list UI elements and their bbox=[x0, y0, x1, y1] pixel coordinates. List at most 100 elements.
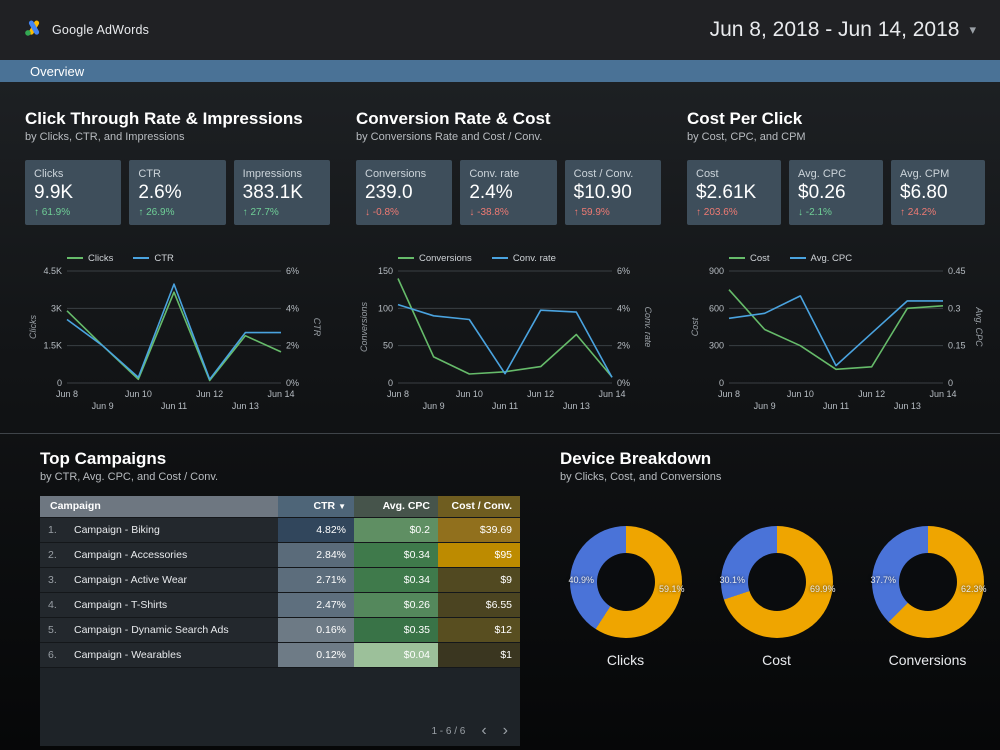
svg-text:0.15: 0.15 bbox=[948, 341, 966, 351]
arrow-up-icon: ↑ bbox=[34, 207, 39, 218]
panel-cost-per-click: Cost Per Click by Cost, CPC, and CPM Cos… bbox=[687, 108, 985, 420]
svg-text:300: 300 bbox=[709, 341, 724, 351]
column-header-cost-conv[interactable]: Cost / Conv. bbox=[438, 496, 521, 518]
table-row[interactable]: 4. Campaign - T-Shirts 2.47% $0.26 $6.55 bbox=[40, 592, 521, 618]
card-label: CTR bbox=[138, 168, 161, 180]
brand: Google AdWords bbox=[24, 19, 149, 42]
table-row[interactable]: 6. Campaign - Wearables 0.12% $0.04 $1 bbox=[40, 642, 521, 668]
top-campaigns-subtitle: by CTR, Avg. CPC, and Cost / Conv. bbox=[40, 471, 219, 483]
donut-label-blue: 40.9% bbox=[568, 575, 595, 586]
card-label: Avg. CPC bbox=[798, 168, 847, 180]
svg-text:0: 0 bbox=[719, 378, 724, 388]
svg-text:0%: 0% bbox=[617, 378, 630, 388]
table-row[interactable]: 3. Campaign - Active Wear 2.71% $0.34 $9 bbox=[40, 567, 521, 593]
campaigns-table: Campaign CTR ▼ Avg. CPC Cost / Conv. 1. Ca… bbox=[40, 496, 521, 746]
table-cell: 2.71% bbox=[278, 567, 355, 593]
card-label: Conversions bbox=[365, 168, 427, 180]
svg-text:Cost: Cost bbox=[690, 317, 700, 336]
table-row[interactable]: 5. Campaign - Dynamic Search Ads 0.16% $0.3… bbox=[40, 617, 521, 643]
table-cell: $9 bbox=[438, 567, 521, 593]
svg-text:Jun 14: Jun 14 bbox=[929, 389, 956, 399]
donut-cost-block: 30.1% 69.9% Cost bbox=[719, 526, 836, 668]
table-cell: $0.35 bbox=[354, 617, 439, 643]
svg-text:0: 0 bbox=[57, 378, 62, 388]
panel-title: Cost Per Click bbox=[687, 109, 803, 128]
device-breakdown-title: Device Breakdown bbox=[560, 449, 712, 468]
top-campaigns-title: Top Campaigns bbox=[40, 449, 167, 468]
arrow-up-icon: ↑ bbox=[696, 207, 701, 218]
card-value: 239.0 bbox=[365, 182, 413, 203]
date-range-selector[interactable]: Jun 8, 2018 - Jun 14, 2018 ▾ bbox=[710, 18, 976, 42]
table-cell: $0.2 bbox=[354, 517, 439, 543]
arrow-up-icon: ↑ bbox=[138, 207, 144, 218]
donut-conversions-block: 37.7% 62.3% Conversions bbox=[870, 526, 987, 668]
scorecard-conversions: Conversions 239.0 ↓ -0.8% bbox=[356, 160, 453, 225]
donut-label-gold: 59.1% bbox=[658, 584, 685, 595]
delta-value: 203.6% bbox=[703, 207, 738, 218]
table-cell: $0.34 bbox=[354, 567, 439, 593]
chart-legend: Cost Avg. CPC bbox=[729, 251, 985, 265]
card-value: 2.6% bbox=[138, 182, 182, 203]
donut-label-gold: 62.3% bbox=[960, 584, 987, 595]
svg-text:100: 100 bbox=[378, 303, 393, 313]
card-value: $0.26 bbox=[798, 182, 846, 203]
scorecard-avg-cpm: Avg. CPM $6.80 ↑ 24.2% bbox=[891, 160, 985, 225]
donut-ring bbox=[720, 526, 833, 638]
top-row: Click Through Rate & Impressions by Clic… bbox=[25, 108, 985, 420]
clicks-donut-chart: 40.9% 59.1% bbox=[568, 526, 685, 638]
delta-value: -2.1% bbox=[805, 207, 832, 218]
arrow-up-icon: ↑ bbox=[242, 207, 248, 218]
svg-text:Clicks: Clicks bbox=[28, 315, 38, 339]
table-cell: 2.84% bbox=[278, 542, 355, 568]
svg-text:3K: 3K bbox=[51, 303, 62, 313]
next-page-icon[interactable]: › bbox=[502, 722, 508, 739]
svg-text:Jun 12: Jun 12 bbox=[858, 389, 885, 399]
table-row[interactable]: 2. Campaign - Accessories 2.84% $0.34 $95 bbox=[40, 542, 521, 568]
arrow-up-icon: ↑ bbox=[900, 207, 905, 218]
table-cell: Campaign - Accessories bbox=[66, 542, 279, 568]
donut-clicks-block: 40.9% 59.1% Clicks bbox=[568, 526, 685, 668]
table-row[interactable]: 1. Campaign - Biking 4.82% $0.2 $39.69 bbox=[40, 517, 521, 543]
pagination-label: 1 - 6 / 6 bbox=[431, 725, 466, 737]
card-delta: ↓ -2.1% bbox=[798, 206, 874, 219]
svg-text:150: 150 bbox=[378, 266, 393, 276]
donut-label-gold: 69.9% bbox=[809, 584, 836, 595]
svg-text:Jun 11: Jun 11 bbox=[161, 401, 187, 411]
donut-label-blue: 30.1% bbox=[719, 575, 746, 586]
table-cell: $1 bbox=[438, 642, 521, 668]
delta-value: 27.7% bbox=[250, 207, 279, 218]
delta-value: -38.8% bbox=[477, 207, 509, 218]
column-header-avg-cpc[interactable]: Avg. CPC bbox=[354, 496, 439, 518]
svg-text:0.45: 0.45 bbox=[948, 266, 966, 276]
brand-label: Google AdWords bbox=[52, 23, 150, 37]
column-header-campaign[interactable]: Campaign bbox=[40, 496, 279, 518]
column-header-ctr[interactable]: CTR ▼ bbox=[278, 496, 355, 518]
panel-subtitle: by Cost, CPC, and CPM bbox=[687, 131, 806, 143]
panel-subtitle: by Clicks, CTR, and Impressions bbox=[25, 131, 185, 143]
prev-page-icon[interactable]: ‹ bbox=[481, 722, 487, 739]
svg-text:Jun 8: Jun 8 bbox=[387, 389, 409, 399]
panel-title: Conversion Rate & Cost bbox=[356, 109, 551, 128]
card-label: Cost / Conv. bbox=[573, 168, 634, 180]
svg-text:2%: 2% bbox=[286, 341, 299, 351]
panel-subtitle: by Conversions Rate and Cost / Conv. bbox=[356, 131, 543, 143]
svg-text:0.3: 0.3 bbox=[948, 303, 961, 313]
scorecard-ctr: CTR 2.6% ↑ 26.9% bbox=[129, 160, 226, 225]
svg-text:4.5K: 4.5K bbox=[43, 266, 62, 276]
tab-overview[interactable]: Overview bbox=[30, 63, 85, 79]
svg-text:2%: 2% bbox=[617, 341, 630, 351]
column-header-label: CTR bbox=[313, 500, 336, 513]
scorecard-impressions: Impressions 383.1K ↑ 27.7% bbox=[233, 160, 330, 225]
table-cell: 2.47% bbox=[278, 592, 355, 618]
scorecard-avg-cpc: Avg. CPC $0.26 ↓ -2.1% bbox=[789, 160, 883, 225]
device-breakdown-subtitle: by Clicks, Cost, and Conversions bbox=[560, 471, 722, 483]
svg-text:Jun 9: Jun 9 bbox=[754, 401, 776, 411]
table-cell: $12 bbox=[438, 617, 521, 643]
svg-text:Jun 11: Jun 11 bbox=[823, 401, 849, 411]
svg-text:Jun 14: Jun 14 bbox=[598, 389, 625, 399]
cost-donut-chart: 30.1% 69.9% bbox=[719, 526, 836, 638]
card-value: 9.9K bbox=[34, 182, 74, 203]
svg-text:Avg. CPC: Avg. CPC bbox=[974, 306, 984, 347]
card-delta: ↑ 27.7% bbox=[243, 206, 321, 219]
card-label: Avg. CPM bbox=[900, 168, 950, 180]
